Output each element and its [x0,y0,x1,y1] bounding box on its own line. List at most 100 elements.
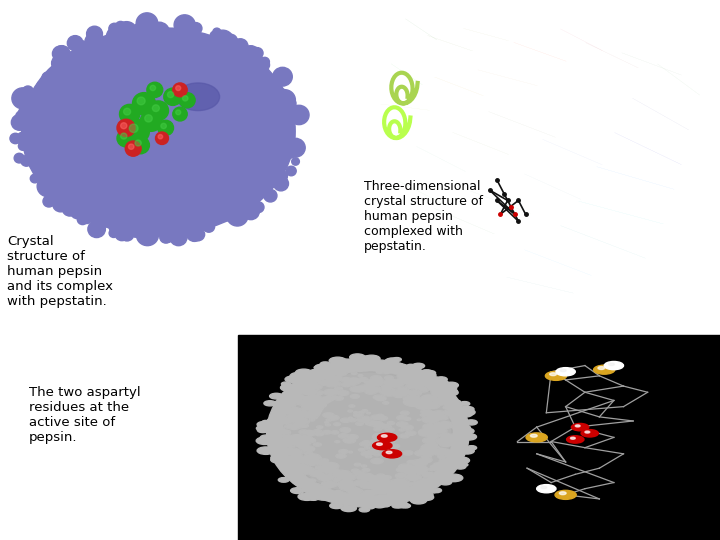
Circle shape [257,422,271,428]
Circle shape [271,120,287,136]
Circle shape [426,443,433,447]
Circle shape [153,141,161,149]
Circle shape [392,486,405,491]
Circle shape [56,115,68,126]
Circle shape [212,54,233,75]
Circle shape [94,50,115,71]
Circle shape [354,463,361,466]
Circle shape [78,85,84,90]
Circle shape [294,472,305,477]
Circle shape [171,139,185,153]
Circle shape [341,382,351,387]
Circle shape [426,451,434,454]
FancyArrowPatch shape [585,43,639,68]
Circle shape [94,116,100,123]
Circle shape [92,179,104,192]
Circle shape [156,104,166,113]
Circle shape [351,469,359,472]
Circle shape [453,400,461,403]
Circle shape [314,366,322,369]
Circle shape [43,195,55,207]
Circle shape [390,500,400,504]
Circle shape [293,458,306,464]
Circle shape [388,365,397,368]
Circle shape [116,94,126,105]
Circle shape [274,134,282,141]
Circle shape [307,404,323,411]
Circle shape [445,474,463,482]
Circle shape [176,199,194,216]
Circle shape [148,101,168,120]
Circle shape [234,68,255,87]
Circle shape [416,375,425,379]
Circle shape [305,430,317,436]
Circle shape [49,102,64,117]
Circle shape [294,463,302,466]
Circle shape [63,70,78,85]
Circle shape [111,216,130,234]
Circle shape [122,188,141,207]
Circle shape [383,402,389,404]
Circle shape [81,166,92,177]
Circle shape [36,138,50,152]
Circle shape [30,174,40,183]
Circle shape [129,44,140,54]
Circle shape [183,179,204,200]
Circle shape [341,505,356,511]
Circle shape [225,180,241,195]
Ellipse shape [284,372,452,495]
Circle shape [40,133,60,153]
Circle shape [369,387,377,391]
Circle shape [165,60,176,71]
Circle shape [87,76,98,87]
Circle shape [454,431,467,437]
Circle shape [175,124,179,127]
Circle shape [115,188,136,208]
Circle shape [405,400,421,407]
Circle shape [302,403,318,410]
Circle shape [189,179,206,195]
Circle shape [348,419,354,422]
Circle shape [371,483,385,489]
Circle shape [192,72,199,80]
Circle shape [419,448,436,456]
Circle shape [152,89,166,103]
Circle shape [328,369,335,372]
Circle shape [309,496,318,501]
Circle shape [193,62,210,77]
Circle shape [433,449,448,455]
Circle shape [287,462,300,467]
Circle shape [341,359,351,363]
Circle shape [401,393,408,396]
Circle shape [296,450,300,451]
Circle shape [271,456,287,463]
Circle shape [402,375,415,381]
Circle shape [161,158,167,164]
Circle shape [285,376,300,382]
Circle shape [89,47,100,58]
Circle shape [56,59,65,68]
Circle shape [331,363,338,366]
Circle shape [239,102,251,114]
Circle shape [203,96,210,102]
Circle shape [337,481,354,488]
Circle shape [183,185,196,197]
Circle shape [310,408,322,414]
Circle shape [373,477,386,483]
Circle shape [351,372,357,375]
Circle shape [190,23,202,34]
Circle shape [585,431,590,433]
Circle shape [409,495,420,500]
Circle shape [450,415,463,420]
Circle shape [360,442,367,446]
Circle shape [382,370,391,374]
Circle shape [127,219,146,237]
Circle shape [377,415,381,416]
Circle shape [282,384,294,389]
Circle shape [323,413,334,417]
Circle shape [608,363,614,366]
Circle shape [104,57,117,70]
Circle shape [215,63,231,79]
Circle shape [210,31,219,40]
Circle shape [92,207,104,219]
